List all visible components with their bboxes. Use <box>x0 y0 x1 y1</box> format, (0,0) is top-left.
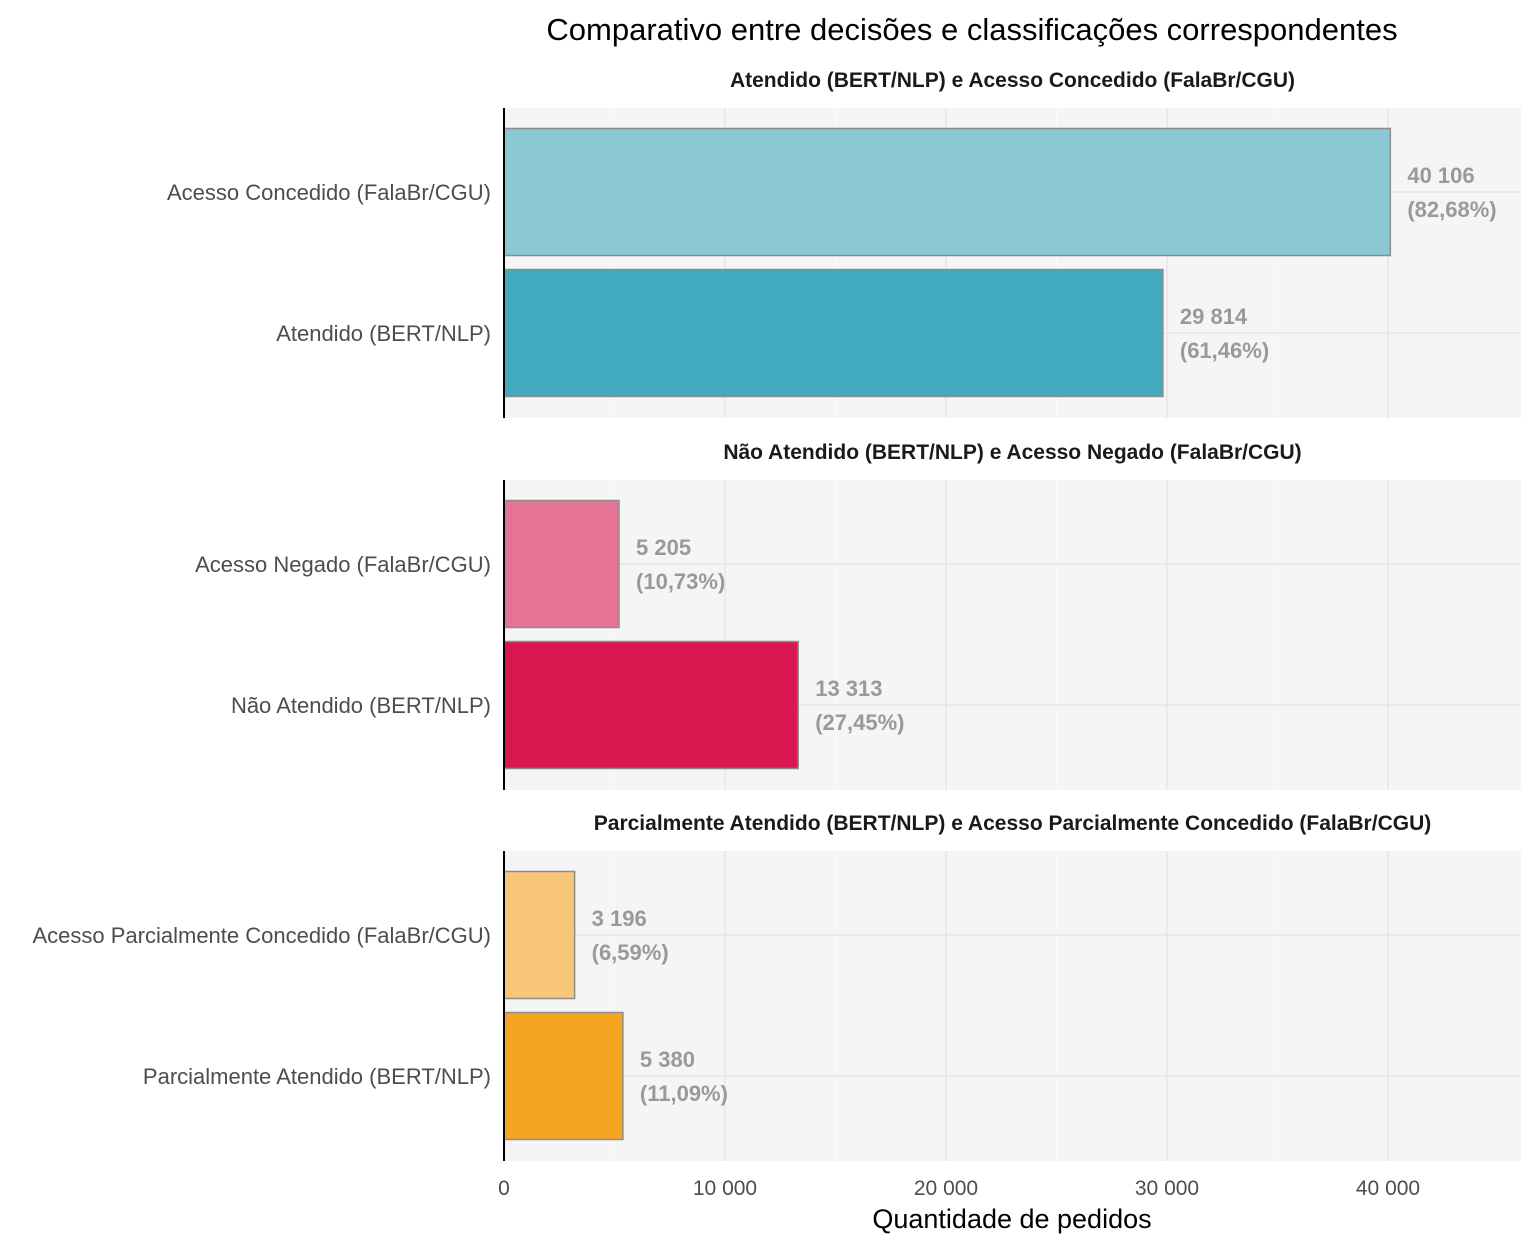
category-label: Parcialmente Atendido (BERT/NLP) <box>143 1064 491 1089</box>
x-tick-label: 0 <box>498 1177 510 1200</box>
bar <box>503 499 620 629</box>
percent-label: (27,45%) <box>815 710 904 735</box>
x-tick-label: 30 000 <box>1135 1177 1199 1200</box>
facet-panel: Atendido (BERT/NLP) e Acesso Concedido (… <box>167 69 1521 418</box>
chart-title: Comparativo entre decisões e classificaç… <box>546 12 1397 47</box>
percent-label: (61,46%) <box>1180 338 1269 363</box>
value-label: 40 106 <box>1407 163 1474 188</box>
facet-title: Não Atendido (BERT/NLP) e Acesso Negado … <box>723 441 1301 464</box>
bar <box>503 640 799 770</box>
category-label: Acesso Negado (FalaBr/CGU) <box>195 552 491 577</box>
x-tick-label: 20 000 <box>914 1177 978 1200</box>
bar <box>503 127 1392 257</box>
x-tick-label: 40 000 <box>1356 1177 1420 1200</box>
facet-panel: Parcialmente Atendido (BERT/NLP) e Acess… <box>32 812 1521 1161</box>
facet-title: Atendido (BERT/NLP) e Acesso Concedido (… <box>730 69 1295 92</box>
category-label: Acesso Concedido (FalaBr/CGU) <box>167 180 491 205</box>
percent-label: (82,68%) <box>1407 197 1496 222</box>
category-label: Atendido (BERT/NLP) <box>276 321 491 346</box>
x-axis-title: Quantidade de pedidos <box>872 1204 1151 1234</box>
percent-label: (10,73%) <box>636 569 725 594</box>
percent-label: (11,09%) <box>640 1081 728 1106</box>
x-axis: 0 10 000 20 000 30 000 40 000 <box>498 1177 1420 1200</box>
bar <box>503 870 576 1000</box>
x-tick-label: 10 000 <box>693 1177 757 1200</box>
value-label: 3 196 <box>592 906 647 931</box>
category-label: Não Atendido (BERT/NLP) <box>231 693 491 718</box>
facet-title: Parcialmente Atendido (BERT/NLP) e Acess… <box>594 812 1431 835</box>
percent-label: (6,59%) <box>592 940 669 965</box>
panel-background <box>504 851 1521 1161</box>
value-label: 5 380 <box>640 1047 695 1072</box>
value-label: 13 313 <box>815 676 882 701</box>
facet-panels: Atendido (BERT/NLP) e Acesso Concedido (… <box>32 69 1521 1161</box>
value-label: 5 205 <box>636 535 691 560</box>
value-label: 29 814 <box>1180 304 1248 329</box>
bar <box>503 268 1164 398</box>
facet-panel: Não Atendido (BERT/NLP) e Acesso Negado … <box>195 441 1521 790</box>
category-label: Acesso Parcialmente Concedido (FalaBr/CG… <box>32 923 491 948</box>
bar <box>503 1011 624 1141</box>
